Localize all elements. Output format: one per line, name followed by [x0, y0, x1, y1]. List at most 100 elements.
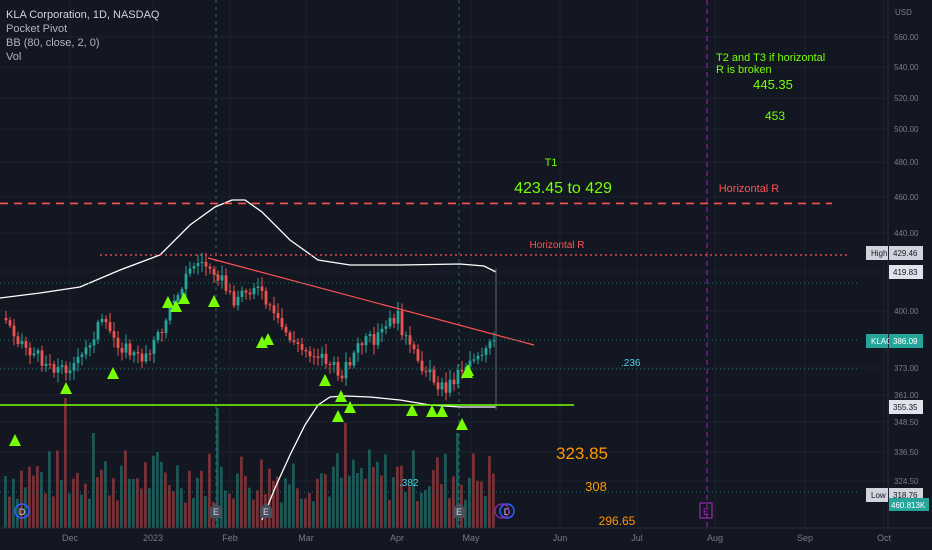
pocket-pivot-icon [462, 364, 474, 376]
candle-body [84, 347, 88, 355]
low-price-tag-tag-label: Low [871, 491, 886, 500]
volume-bar [348, 475, 351, 528]
volume-bar [380, 475, 383, 528]
fib-target-323: 323.85 [556, 444, 608, 463]
volume-bar [360, 468, 363, 528]
candle-body [284, 327, 288, 333]
candle-body [328, 363, 332, 365]
candle-body [320, 353, 324, 358]
high-price-tag-value-bg [889, 246, 923, 260]
horizontal-r-label: Horizontal R [529, 240, 584, 251]
bollinger-bands [0, 199, 497, 521]
volume-bar [280, 502, 283, 528]
time-tick-label: Jun [553, 533, 568, 543]
price-tick-label: 400.00 [894, 307, 919, 316]
volume-bar [96, 477, 99, 528]
candle-body [48, 363, 52, 365]
volume-bar [224, 490, 227, 528]
volume-bar [240, 456, 243, 528]
candle-body [88, 345, 92, 348]
event-marker-d: D [499, 503, 515, 519]
volume-bars [4, 398, 495, 528]
candle-body [488, 341, 492, 349]
time-tick-label: 2023 [143, 533, 163, 543]
time-tick-label: Oct [877, 533, 892, 543]
volume-bar [20, 470, 23, 528]
volume-bar [276, 476, 279, 528]
volume-bar [292, 463, 295, 528]
event-icon [260, 503, 272, 518]
currency-label: USD [895, 8, 912, 17]
fib-target-308: 308 [585, 479, 607, 494]
volume-bar [288, 484, 291, 528]
volume-bar [480, 481, 483, 528]
candle-body [200, 261, 204, 264]
candle-body [4, 318, 8, 321]
volume-bar [124, 450, 127, 528]
fib-target-296: 296.65 [599, 514, 636, 528]
candle-body [68, 370, 72, 374]
low-price-tag-value: 318.76 [893, 491, 918, 500]
candle-body [52, 364, 56, 373]
time-tick-label: Sep [797, 533, 813, 543]
time-tick-label: Mar [298, 533, 314, 543]
candle-body [268, 304, 272, 306]
candle-body [424, 371, 428, 373]
candle-body [304, 349, 308, 352]
candle-body [72, 363, 76, 371]
volume-bar [196, 477, 199, 528]
candle-body [288, 332, 292, 341]
candle-body [212, 268, 216, 275]
volume-bar [172, 491, 175, 528]
candle-body [152, 340, 156, 354]
volume-bar [464, 499, 467, 528]
price-tick-label: 361.00 [894, 391, 919, 400]
event-marker-d: D [14, 503, 30, 519]
volume-bar [320, 473, 323, 528]
candle-body [476, 355, 480, 360]
volume-bar [72, 478, 75, 528]
candle-body [416, 349, 420, 361]
candle-body [236, 296, 240, 306]
candle-body [232, 291, 236, 306]
symbol-title: KLA Corporation, 1D, NASDAQ [6, 9, 160, 21]
price-tick-label: 348.50 [894, 418, 919, 427]
event-marker-e: E [210, 503, 222, 518]
candle-body [92, 339, 96, 346]
candle-body [264, 290, 268, 305]
volume-bar [324, 473, 327, 528]
event-letter: D [504, 507, 511, 517]
indicator-bollinger[interactable]: BB (80, close, 2, 0) [6, 37, 100, 49]
candle-body [460, 369, 464, 372]
volume-bar [400, 465, 403, 528]
pocket-pivot-icon [107, 367, 119, 379]
candle-body [16, 336, 20, 345]
volume-bar [344, 423, 347, 528]
candle-body [184, 273, 188, 290]
volume-bar [364, 478, 367, 528]
candle-body [492, 340, 496, 342]
volume-bar [472, 453, 475, 528]
volume-bar [8, 496, 11, 528]
candle-body [132, 352, 136, 356]
volume-bar [248, 487, 251, 528]
candle-body [468, 360, 472, 367]
indicator-pocket-pivot[interactable]: Pocket Pivot [6, 23, 68, 35]
indicator-volume[interactable]: Vol [6, 51, 22, 63]
volume-bar [200, 470, 203, 528]
candle-body [40, 350, 44, 366]
volume-bar [192, 498, 195, 528]
candle-body [456, 369, 460, 385]
volume-bar [328, 496, 331, 528]
time-tick-label: Feb [222, 533, 238, 543]
volume-bar [164, 472, 167, 528]
volume-bar [160, 461, 163, 528]
candle-body [360, 343, 364, 346]
candle-body [156, 332, 160, 341]
candle-body [64, 365, 68, 374]
high-price-tag: High 429.46 [866, 246, 923, 260]
high-price-tag-tag-label: High [871, 249, 887, 258]
high-price-tag-value: 429.46 [893, 249, 918, 258]
volume-bar [16, 498, 19, 528]
